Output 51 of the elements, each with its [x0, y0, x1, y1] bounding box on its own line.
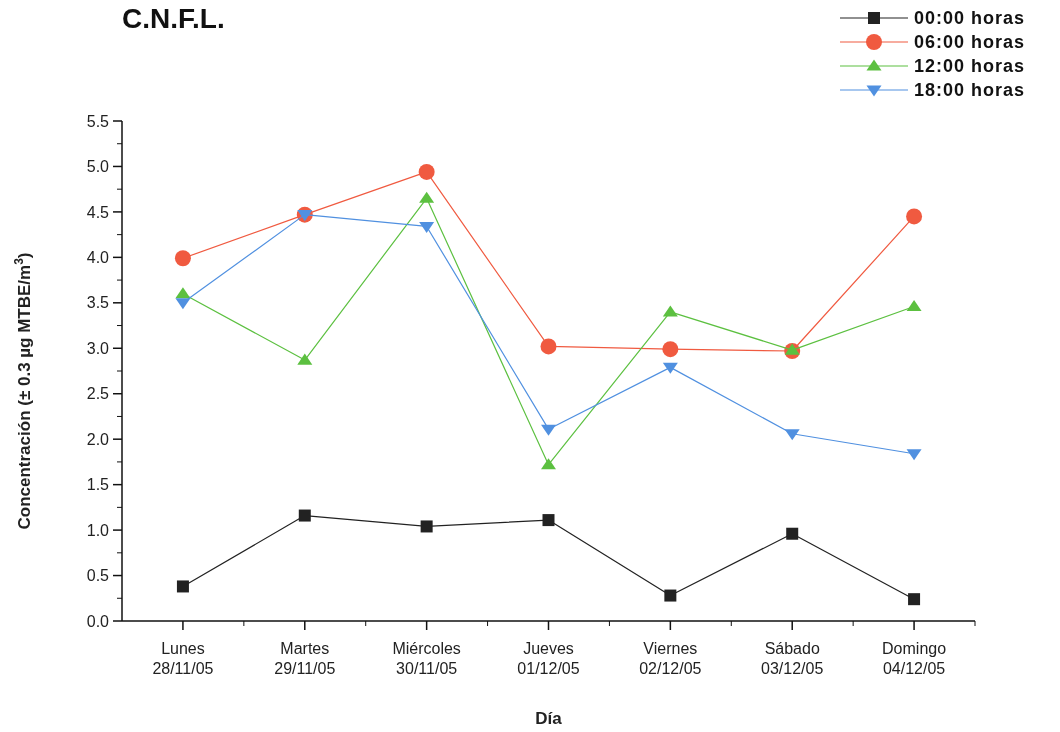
point: [906, 449, 922, 461]
point: [174, 250, 191, 267]
chart-title: C.N.F.L.: [122, 3, 225, 34]
y-tick-label: 5.0: [86, 158, 110, 176]
y-tick-label: 4.5: [86, 203, 110, 221]
y-tick-label: 3.5: [86, 294, 110, 312]
point: [786, 527, 799, 540]
point: [784, 429, 800, 441]
point: [419, 221, 435, 233]
point: [419, 191, 435, 203]
point: [420, 520, 433, 533]
x-tick-label: Miércoles 30/11/05: [392, 640, 461, 677]
legend-label: 06:00 horas: [914, 32, 1026, 53]
point: [175, 287, 191, 299]
x-tick-label: Viernes 02/12/05: [639, 640, 702, 677]
point: [906, 299, 922, 311]
y-tick-label: 1.5: [86, 476, 110, 494]
legend-label: 12:00 horas: [914, 56, 1026, 77]
point: [541, 424, 556, 436]
x-tick-label: Lunes 28/11/05: [152, 640, 214, 677]
legend-label: 00:00 horas: [914, 8, 1026, 29]
point: [297, 210, 313, 222]
point: [540, 338, 557, 355]
point: [906, 208, 923, 225]
point: [542, 514, 555, 527]
point: [297, 353, 313, 365]
y-tick-label: 5.5: [86, 112, 110, 130]
y-tick-label: 0.5: [86, 567, 110, 585]
y-tick-label: 1.0: [86, 521, 110, 539]
x-tick-label: Martes 29/11/05: [274, 640, 336, 677]
point: [298, 509, 311, 522]
point: [662, 305, 678, 317]
y-tick-label: 2.5: [86, 385, 110, 403]
point: [908, 593, 921, 606]
x-tick-label: Jueves 01/12/05: [517, 640, 580, 677]
x-tick-label: Sábado 03/12/05: [761, 640, 824, 677]
legend-label: 18:00 horas: [914, 80, 1026, 101]
y-tick-label: 3.0: [86, 339, 110, 357]
point: [541, 458, 556, 470]
y-tick-label: 2.0: [86, 430, 110, 448]
point: [784, 343, 800, 355]
y-tick-label: 4.0: [86, 248, 110, 266]
x-tick-label: Domingo 04/12/05: [882, 640, 947, 677]
point: [662, 362, 678, 374]
y-tick-label: 0.0: [86, 612, 110, 630]
point: [175, 298, 191, 310]
point: [418, 163, 435, 180]
point: [664, 589, 677, 602]
point: [176, 580, 189, 593]
x-axis-title: Día: [535, 709, 563, 728]
point: [662, 341, 679, 358]
